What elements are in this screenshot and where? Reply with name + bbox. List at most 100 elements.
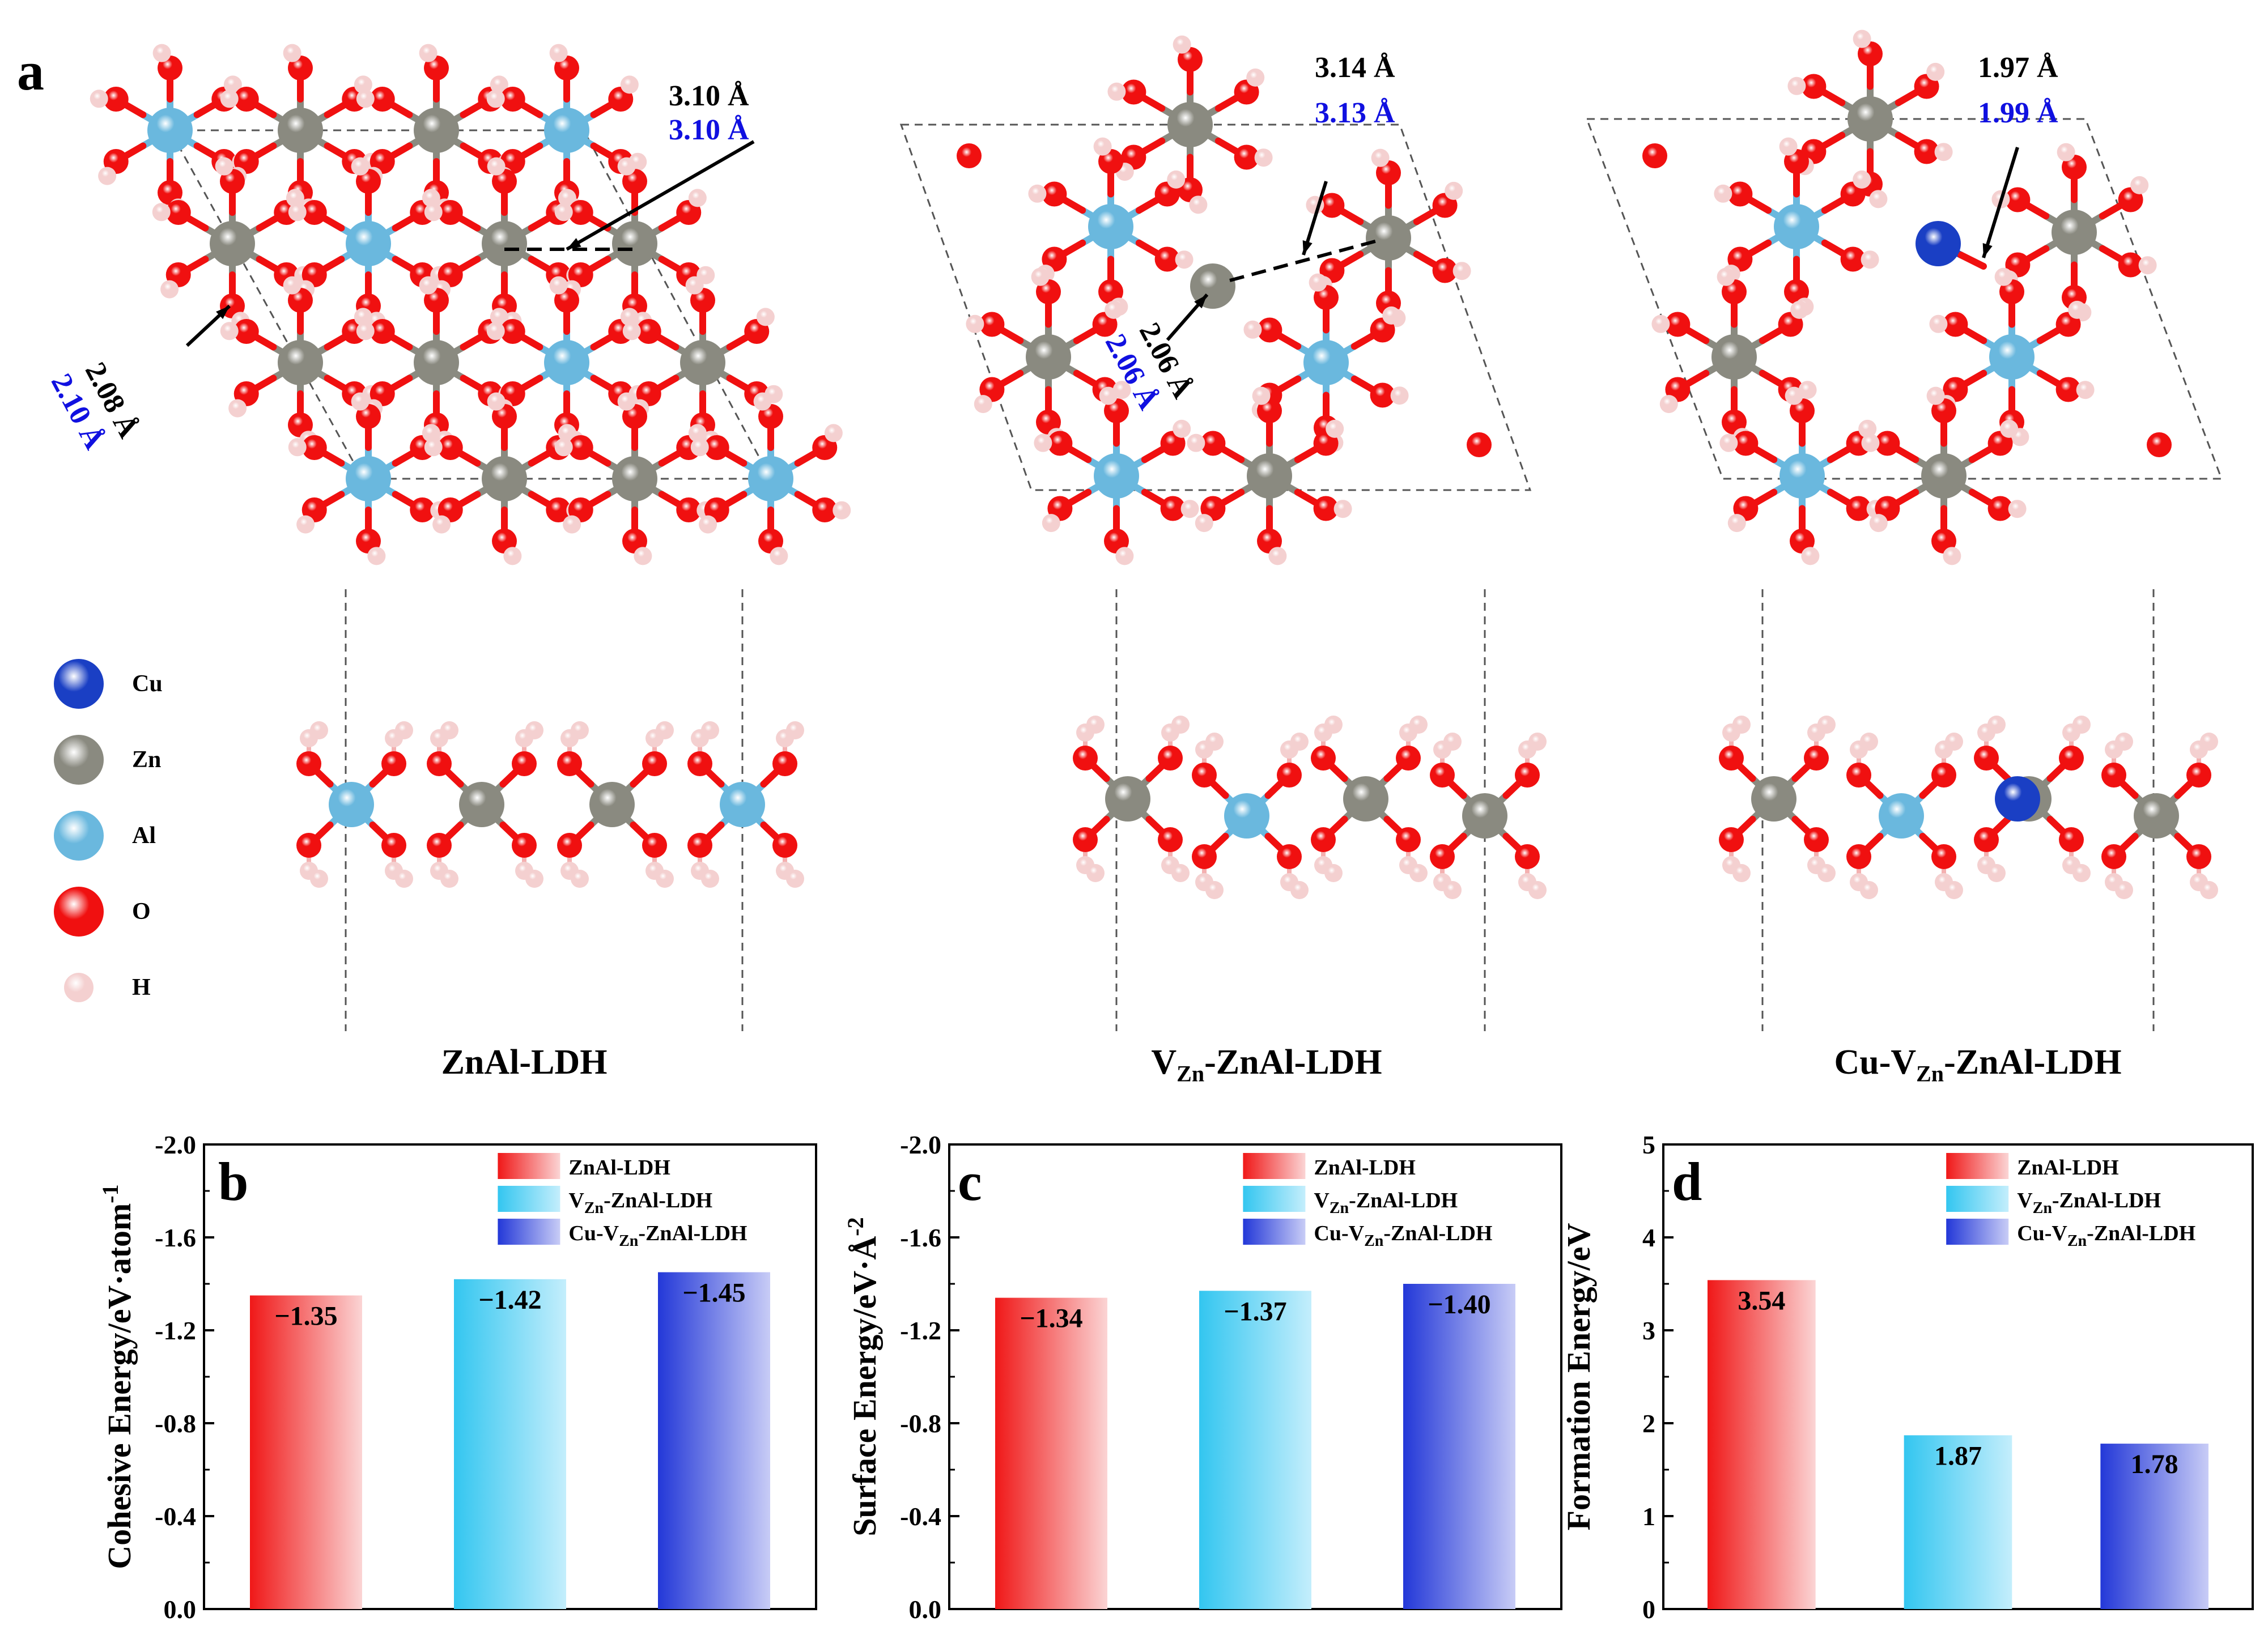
h-atom xyxy=(1443,881,1462,899)
zn-atom xyxy=(210,221,255,266)
h-atom xyxy=(2115,881,2133,899)
o-atom xyxy=(1432,258,1458,283)
h-atom xyxy=(310,870,328,888)
h-atom xyxy=(424,203,443,222)
zn-atom xyxy=(414,108,459,153)
o-atom xyxy=(642,833,667,858)
h-atom xyxy=(571,721,589,739)
h-atom xyxy=(1205,881,1224,899)
legend-label-zn: Zn xyxy=(132,747,162,773)
h-atom xyxy=(487,392,506,411)
h-atom xyxy=(1371,148,1390,167)
o-atom xyxy=(1158,827,1183,852)
o-atom xyxy=(381,833,406,858)
h-atom xyxy=(220,322,239,341)
o-atom xyxy=(165,200,191,225)
o-atom xyxy=(772,751,797,776)
h-atom xyxy=(356,322,375,341)
chart-c-tick-label: -0.8 xyxy=(900,1409,941,1438)
legend-label-o: O xyxy=(132,899,151,925)
h-atom xyxy=(1994,267,2013,286)
o-atom xyxy=(296,833,321,858)
h-atom xyxy=(688,189,707,207)
o-atom xyxy=(427,751,452,776)
legend-entry-h: H xyxy=(54,950,224,1025)
h-atom xyxy=(286,189,304,207)
o-atom xyxy=(957,143,982,168)
h-atom xyxy=(622,322,641,341)
o-atom xyxy=(546,497,571,522)
h-atom xyxy=(152,44,171,62)
h-atom xyxy=(1858,419,1877,438)
chart-b-bar-1 xyxy=(250,1295,362,1609)
chart-c-tick-label: -2.0 xyxy=(900,1130,941,1159)
chart-b-tick-label: -2.0 xyxy=(155,1130,196,1159)
o-atom xyxy=(1974,746,1999,771)
chart-d-ylabel: Formation Energy/eV xyxy=(1560,1223,1597,1530)
h-atom xyxy=(1099,386,1118,405)
zn-atom xyxy=(278,108,323,153)
h-atom xyxy=(419,276,438,295)
o-atom xyxy=(1430,763,1455,788)
o-atom xyxy=(1277,844,1302,869)
structure-title-2-main: V xyxy=(1151,1043,1177,1082)
structure-title-3-rest: -ZnAl-LDH xyxy=(1944,1043,2122,1082)
o-atom xyxy=(812,497,838,522)
chart-c-bar-1 xyxy=(995,1297,1107,1609)
zn-atom xyxy=(1167,102,1213,147)
zn-atom xyxy=(589,782,635,827)
o-atom xyxy=(1974,827,1999,852)
h-atom xyxy=(1290,881,1309,899)
zn-atom xyxy=(482,221,527,266)
h-atom xyxy=(2057,143,2075,161)
h-atom xyxy=(1869,190,1888,208)
h-atom xyxy=(656,721,674,739)
h-atom xyxy=(1409,864,1428,882)
h-atom xyxy=(1180,500,1199,518)
o-atom xyxy=(1073,827,1098,852)
legend-label-cu: Cu xyxy=(132,671,163,697)
h-atom xyxy=(554,438,573,457)
o-atom xyxy=(1311,746,1336,771)
o-atom xyxy=(1396,746,1421,771)
structure-title-3: Cu-VZn-ZnAl-LDH xyxy=(1745,1042,2210,1087)
o-atom xyxy=(1396,827,1421,852)
h-atom xyxy=(1717,267,1735,286)
h-atom xyxy=(351,392,369,411)
o-atom xyxy=(410,497,435,522)
h-atom xyxy=(1443,733,1462,751)
o-atom xyxy=(369,319,395,344)
h-atom xyxy=(1173,419,1191,438)
h-atom xyxy=(1790,300,1809,319)
h-atom xyxy=(1801,547,1820,565)
o-atom xyxy=(687,833,712,858)
zn-atom xyxy=(459,782,504,827)
al-atom xyxy=(346,456,391,501)
h-atom xyxy=(1987,716,2006,734)
chart-c-tick-label: 0.0 xyxy=(909,1595,942,1624)
h-atom xyxy=(1107,82,1126,101)
h-atom xyxy=(160,280,179,299)
zn-atom xyxy=(278,340,323,385)
h-atom xyxy=(1086,864,1105,882)
chart-c-legend-swatch-1 xyxy=(1243,1153,1306,1179)
al-atom xyxy=(720,782,765,827)
h-atom xyxy=(310,721,328,739)
chart-b-legend-swatch-1 xyxy=(498,1153,560,1179)
o-atom xyxy=(1515,844,1540,869)
o-atom xyxy=(676,497,702,522)
o-atom xyxy=(1047,431,1073,456)
h-atom xyxy=(424,438,443,457)
chart-d-data-label-1: 3.54 xyxy=(1738,1286,1785,1316)
h-atom xyxy=(1028,184,1047,203)
chart-d-data-label-3: 1.78 xyxy=(2131,1449,2178,1479)
o-atom xyxy=(296,751,321,776)
h-atom xyxy=(1031,267,1050,286)
o-atom xyxy=(1121,79,1146,105)
h-atom xyxy=(354,75,372,94)
panel-a-label: a xyxy=(17,41,44,101)
h-atom xyxy=(770,547,788,565)
h-atom xyxy=(1171,716,1190,734)
h-atom xyxy=(1086,716,1105,734)
o-atom xyxy=(438,435,463,460)
